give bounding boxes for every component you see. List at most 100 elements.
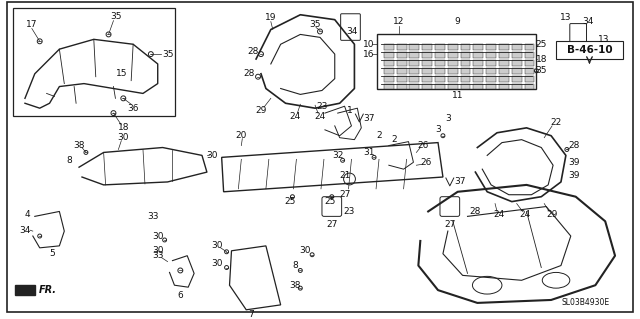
Bar (499, 68, 509, 74)
Bar (512, 68, 522, 74)
Bar (525, 68, 534, 74)
Text: 20: 20 (236, 131, 247, 140)
Text: 30: 30 (152, 246, 163, 255)
Text: 18: 18 (118, 123, 129, 132)
Bar (397, 60, 406, 66)
Bar (410, 52, 419, 58)
Bar (397, 84, 406, 90)
Bar (435, 76, 445, 82)
Text: 35: 35 (111, 12, 122, 21)
Text: 27: 27 (326, 220, 337, 229)
Text: 13: 13 (598, 35, 609, 44)
Bar (525, 60, 534, 66)
Bar (461, 76, 470, 82)
Bar (461, 60, 470, 66)
Text: 23: 23 (344, 207, 355, 216)
Text: 34: 34 (582, 17, 593, 26)
Bar (435, 44, 445, 50)
Bar (525, 52, 534, 58)
Text: 37: 37 (364, 114, 375, 122)
Text: 28: 28 (248, 47, 259, 56)
Bar (512, 60, 522, 66)
Bar (410, 60, 419, 66)
Bar (461, 68, 470, 74)
Bar (512, 84, 522, 90)
Text: 24: 24 (519, 210, 530, 219)
Bar (422, 44, 432, 50)
Bar (525, 84, 534, 90)
Bar (397, 52, 406, 58)
Text: 27: 27 (339, 190, 350, 199)
Bar (422, 76, 432, 82)
Bar (486, 52, 496, 58)
Bar (410, 84, 419, 90)
Text: SL03B4930E: SL03B4930E (561, 298, 609, 307)
Bar (384, 84, 394, 90)
Text: 33: 33 (152, 251, 163, 260)
Text: 31: 31 (364, 148, 375, 157)
Text: 24: 24 (493, 210, 504, 219)
Text: B-46-10: B-46-10 (566, 45, 612, 55)
Text: 30: 30 (211, 259, 223, 268)
Bar (461, 52, 470, 58)
Bar (499, 84, 509, 90)
Bar (435, 84, 445, 90)
Bar (384, 52, 394, 58)
Text: 12: 12 (393, 17, 404, 26)
Text: 39: 39 (568, 158, 579, 167)
Bar (486, 84, 496, 90)
Bar (499, 44, 509, 50)
Text: 3: 3 (445, 114, 451, 122)
Text: 1: 1 (347, 106, 353, 115)
Text: 34: 34 (19, 226, 31, 235)
Text: 21: 21 (339, 171, 350, 180)
Bar (422, 52, 432, 58)
Bar (435, 68, 445, 74)
Text: 4: 4 (24, 210, 29, 219)
Bar (461, 44, 470, 50)
Bar (512, 44, 522, 50)
Text: 13: 13 (560, 13, 572, 22)
Bar (448, 44, 458, 50)
Bar (486, 76, 496, 82)
Bar (499, 52, 509, 58)
Bar (556, 41, 623, 59)
Text: 29: 29 (255, 106, 267, 115)
Text: 35: 35 (309, 20, 321, 29)
Text: 7: 7 (248, 310, 254, 319)
Text: 25: 25 (285, 197, 296, 206)
Text: 8: 8 (292, 261, 298, 270)
Text: 30: 30 (211, 241, 223, 250)
Bar (461, 84, 470, 90)
Bar (448, 84, 458, 90)
Text: 27: 27 (444, 220, 456, 229)
Bar (422, 84, 432, 90)
Text: 30: 30 (300, 246, 311, 255)
Text: 26: 26 (417, 141, 429, 150)
Bar (512, 52, 522, 58)
Text: 39: 39 (568, 171, 579, 180)
Text: 35: 35 (536, 66, 547, 75)
Text: 8: 8 (67, 156, 72, 165)
Text: 2: 2 (376, 131, 382, 140)
Text: 10: 10 (364, 40, 375, 49)
Text: 32: 32 (332, 151, 344, 160)
Text: 38: 38 (74, 141, 84, 150)
Bar (384, 60, 394, 66)
Bar (448, 52, 458, 58)
Bar (397, 68, 406, 74)
Text: 19: 19 (265, 13, 276, 22)
Text: 6: 6 (177, 291, 183, 300)
Text: 16: 16 (364, 49, 375, 59)
Text: 30: 30 (152, 232, 163, 241)
Text: 9: 9 (455, 17, 461, 26)
Bar (525, 76, 534, 82)
Bar (474, 60, 483, 66)
Bar (486, 68, 496, 74)
Text: 5: 5 (50, 249, 56, 258)
Bar (397, 44, 406, 50)
Bar (474, 76, 483, 82)
Bar (486, 60, 496, 66)
Bar (422, 60, 432, 66)
Text: 35: 35 (162, 49, 173, 59)
